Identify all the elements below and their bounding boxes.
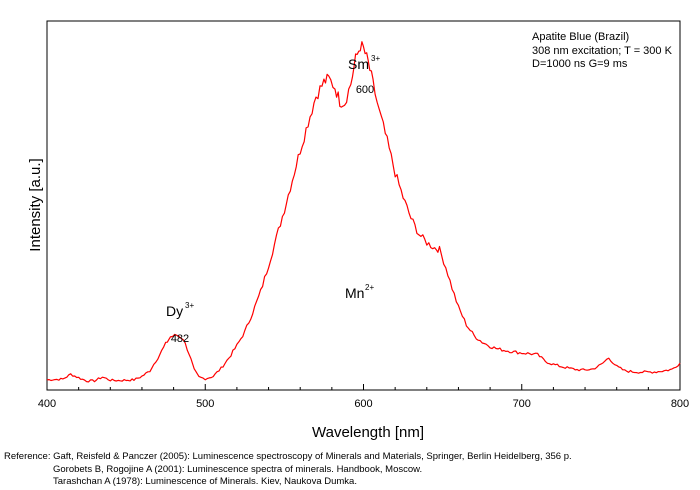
x-axis-ticks: 400 500 600 700 800 xyxy=(38,384,689,410)
annotation-sm-value: 600 xyxy=(356,84,374,96)
reference-2: Gorobets B, Rogojine A (2001): Luminesce… xyxy=(53,463,423,475)
annotation-sm-ion: Sm xyxy=(348,56,369,72)
x-tick-label: 600 xyxy=(354,398,372,410)
annotation-dy-value: 482 xyxy=(171,333,189,345)
plot-area xyxy=(46,20,681,391)
info-sample: Apatite Blue (Brazil) xyxy=(532,31,630,43)
spectrum-chart: 400 500 600 700 800 Wavelength [nm] Intensit… xyxy=(27,20,689,441)
y-axis-label: Intensity [a.u.] xyxy=(27,158,44,251)
annotation-sm-charge: 3+ xyxy=(371,54,380,63)
annotation-mn-ion: Mn xyxy=(345,285,364,301)
info-box: Apatite Blue (Brazil) 308 nm excitation;… xyxy=(532,31,672,72)
info-gating: D=1000 ns G=9 ms xyxy=(532,58,628,70)
annotation-sm: Sm 3+ 600 xyxy=(348,54,380,96)
x-tick-label: 700 xyxy=(513,398,531,410)
annotation-dy: Dy 3+ 482 xyxy=(166,301,194,345)
x-axis-label: Wavelength [nm] xyxy=(312,424,424,441)
annotation-mn-charge: 2+ xyxy=(365,283,374,292)
info-excitation: 308 nm excitation; T = 300 K xyxy=(532,44,672,57)
spectrum-line xyxy=(46,41,681,383)
x-tick-label: 800 xyxy=(671,398,689,410)
annotation-dy-charge: 3+ xyxy=(185,301,194,310)
references: Reference: Gaft, Reisfeld & Panczer (200… xyxy=(4,451,572,489)
annotation-mn: Mn 2+ xyxy=(345,283,374,301)
annotation-dy-ion: Dy xyxy=(166,303,183,319)
reference-1: Reference: Gaft, Reisfeld & Panczer (200… xyxy=(4,451,572,462)
x-tick-label: 400 xyxy=(38,398,56,410)
x-tick-label: 500 xyxy=(196,398,214,410)
reference-3: Tarashchan A (1978): Luminescence of Min… xyxy=(53,476,357,487)
